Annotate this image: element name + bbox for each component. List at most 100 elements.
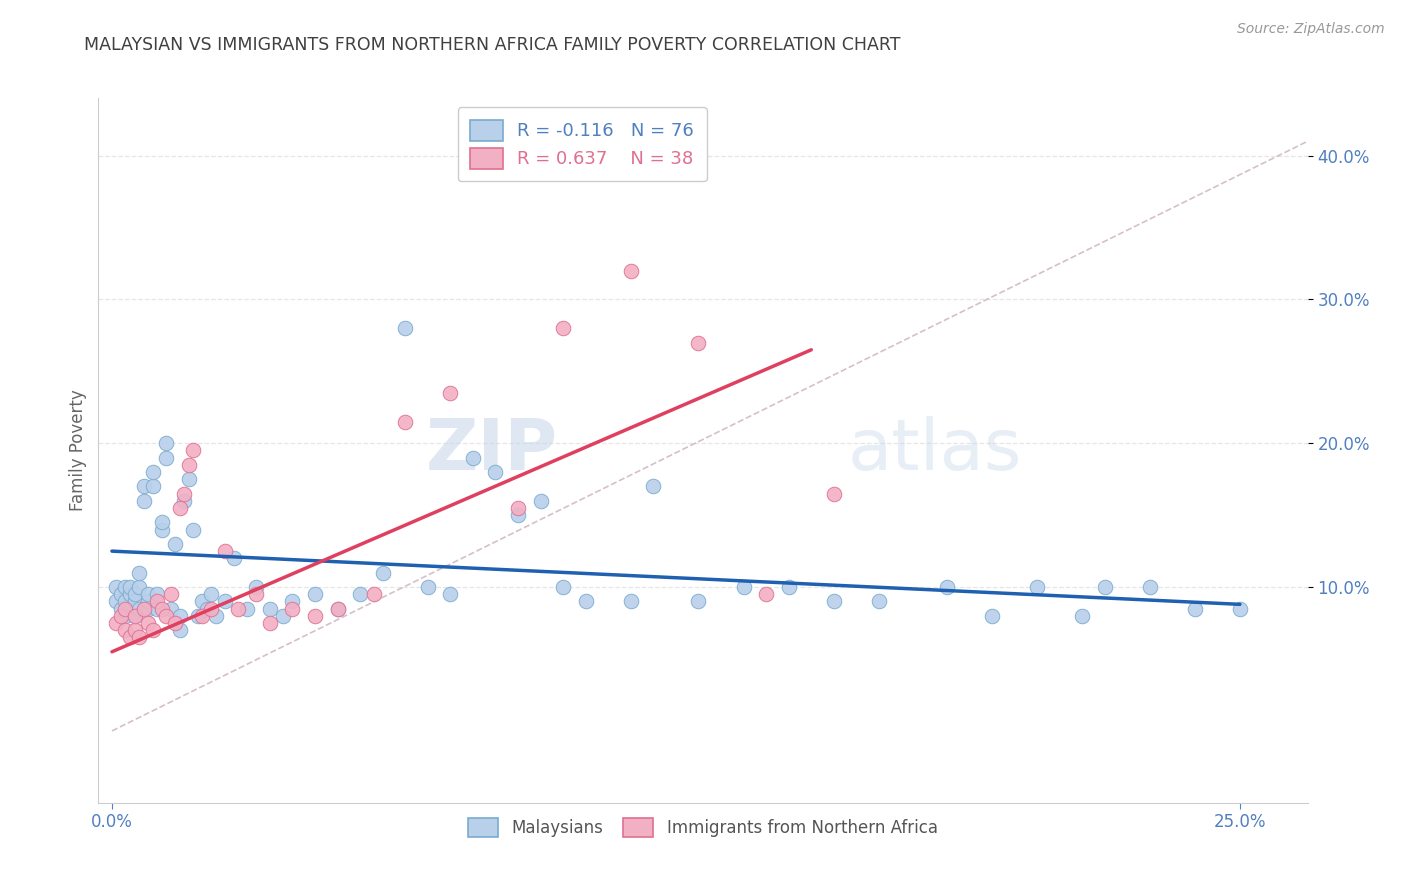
Point [105, 615, 128, 630]
Point [132, 601, 155, 615]
Point [191, 608, 214, 623]
Point [823, 486, 845, 500]
Point [169, 608, 191, 623]
Point [159, 601, 181, 615]
Point [136, 601, 159, 615]
Point [128, 601, 150, 615]
Point [169, 500, 191, 515]
Point [142, 624, 165, 638]
Point [439, 587, 461, 601]
Point [416, 580, 439, 594]
Point [124, 624, 146, 638]
Point [281, 601, 304, 615]
Point [155, 450, 177, 465]
Point [484, 465, 506, 479]
Point [506, 500, 529, 515]
Point [155, 436, 177, 450]
Point [643, 479, 665, 493]
Point [553, 321, 575, 335]
Point [105, 580, 128, 594]
Point [132, 493, 155, 508]
Point [136, 587, 159, 601]
Point [146, 594, 169, 608]
Point [114, 580, 136, 594]
Point [620, 594, 643, 608]
Point [529, 493, 551, 508]
Point [620, 263, 643, 277]
Point [114, 594, 136, 608]
Text: Source: ZipAtlas.com: Source: ZipAtlas.com [1237, 22, 1385, 37]
Point [177, 472, 200, 486]
Text: ZIP: ZIP [426, 416, 558, 485]
Point [177, 458, 200, 472]
Point [980, 608, 1002, 623]
Point [132, 479, 155, 493]
Point [575, 594, 598, 608]
Point [304, 608, 326, 623]
Point [128, 566, 150, 580]
Point [1025, 580, 1047, 594]
Point [214, 594, 236, 608]
Point [1094, 580, 1116, 594]
Point [394, 415, 416, 429]
Point [226, 601, 249, 615]
Point [110, 587, 132, 601]
Point [281, 594, 304, 608]
Point [136, 615, 159, 630]
Point [245, 580, 267, 594]
Point [394, 321, 416, 335]
Point [245, 587, 267, 601]
Point [439, 386, 461, 401]
Point [173, 486, 195, 500]
Point [114, 624, 136, 638]
Point [128, 580, 150, 594]
Point [688, 335, 710, 350]
Point [173, 493, 195, 508]
Point [222, 551, 245, 566]
Point [778, 580, 800, 594]
Point [1139, 580, 1161, 594]
Point [187, 608, 209, 623]
Point [200, 587, 222, 601]
Point [150, 516, 173, 530]
Point [142, 465, 165, 479]
Y-axis label: Family Poverty: Family Poverty [69, 390, 87, 511]
Point [128, 631, 150, 645]
Point [273, 608, 295, 623]
Point [506, 508, 529, 523]
Point [363, 587, 385, 601]
Point [326, 601, 349, 615]
Point [150, 601, 173, 615]
Point [136, 594, 159, 608]
Point [326, 601, 349, 615]
Point [124, 608, 146, 623]
Point [688, 594, 710, 608]
Point [114, 608, 136, 623]
Point [349, 587, 371, 601]
Point [181, 523, 204, 537]
Point [146, 587, 169, 601]
Point [118, 631, 141, 645]
Point [146, 601, 169, 615]
Point [195, 601, 218, 615]
Point [868, 594, 890, 608]
Point [259, 601, 281, 615]
Point [169, 624, 191, 638]
Point [155, 608, 177, 623]
Point [105, 594, 128, 608]
Point [755, 587, 778, 601]
Point [1071, 608, 1094, 623]
Point [159, 587, 181, 601]
Point [110, 601, 132, 615]
Point [165, 537, 187, 551]
Point [150, 523, 173, 537]
Point [165, 615, 187, 630]
Point [204, 608, 226, 623]
Point [124, 608, 146, 623]
Point [114, 601, 136, 615]
Point [935, 580, 957, 594]
Point [191, 594, 214, 608]
Point [124, 594, 146, 608]
Point [142, 479, 165, 493]
Point [304, 587, 326, 601]
